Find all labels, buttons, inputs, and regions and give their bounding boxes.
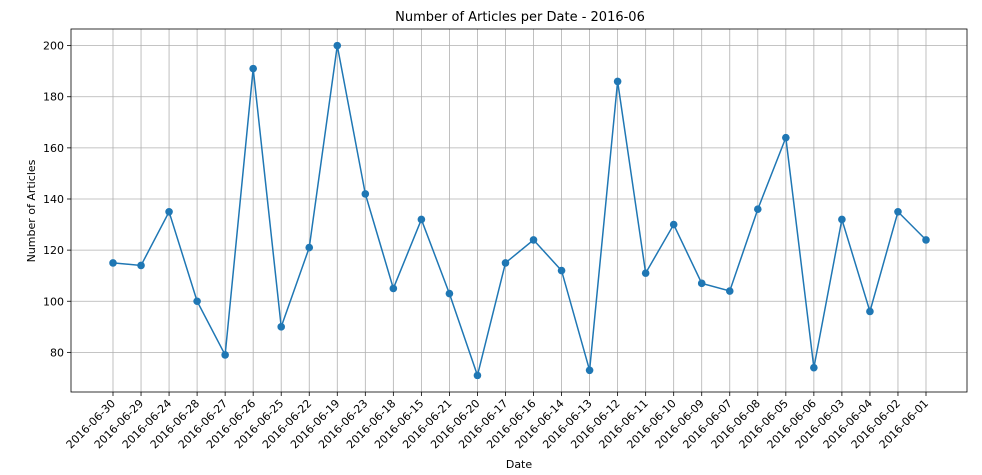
series-line [112, 45, 927, 379]
data-point [557, 266, 566, 275]
y-tick-label: 100 [43, 295, 64, 308]
data-point [277, 323, 286, 331]
data-point [838, 215, 846, 224]
data-point [445, 289, 454, 298]
data-point [389, 284, 398, 293]
data-point [333, 41, 342, 50]
y-tick-label: 180 [43, 91, 64, 104]
y-axis: 80 100 120 140 160 180 200 [43, 40, 71, 359]
data-point [109, 259, 117, 267]
data-point [305, 243, 314, 252]
y-axis-label: Number of Articles [25, 159, 38, 262]
y-tick-label: 160 [43, 142, 64, 155]
data-point [249, 64, 257, 73]
data-point [866, 307, 874, 316]
data-point [641, 269, 650, 277]
data-point [473, 371, 482, 380]
data-point [922, 236, 930, 244]
series [109, 41, 930, 380]
y-tick-label: 80 [50, 346, 64, 359]
y-tick-label: 140 [43, 193, 64, 206]
x-axis: 2016-06-302016-06-292016-06-242016-06-28… [64, 392, 931, 451]
data-point [697, 279, 706, 288]
data-point [361, 190, 370, 198]
data-point [669, 220, 678, 229]
data-point [782, 133, 790, 142]
data-point [529, 236, 538, 244]
plot-frame [70, 28, 968, 393]
data-point [725, 287, 734, 295]
data-point [417, 215, 426, 224]
data-point [501, 259, 510, 267]
data-point [810, 363, 818, 372]
data-point [753, 205, 762, 214]
data-point [585, 366, 594, 375]
data-point [137, 261, 145, 270]
grid [71, 29, 967, 392]
y-tick-label: 200 [43, 40, 64, 53]
y-tick-label: 120 [43, 244, 64, 257]
data-point [193, 297, 201, 306]
data-point [894, 207, 902, 216]
data-point [165, 207, 173, 216]
data-point [221, 351, 229, 359]
x-axis-label: Date [506, 458, 533, 471]
data-point [613, 77, 622, 86]
chart-title: Number of Articles per Date - 2016-06 [395, 10, 645, 25]
